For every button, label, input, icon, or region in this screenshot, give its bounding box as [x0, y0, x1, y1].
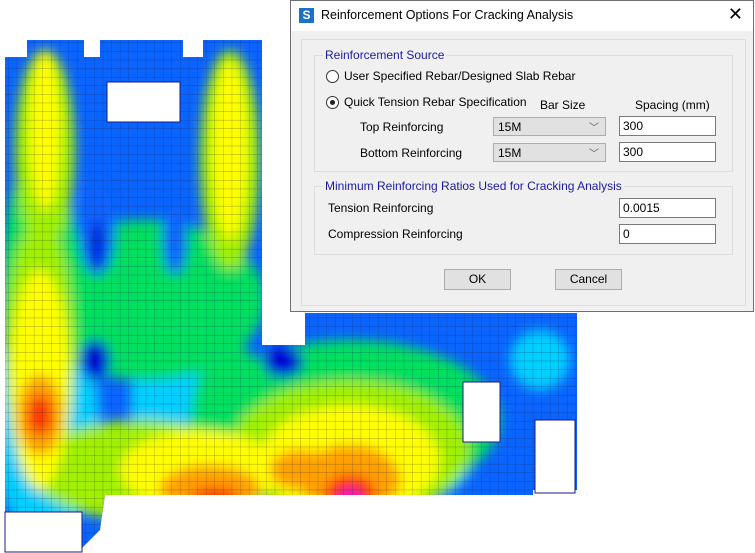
select-value: 15M: [498, 120, 522, 134]
tension-ratio-input[interactable]: 0.0015: [619, 198, 716, 218]
bottom-reinforcing-label: Bottom Reinforcing: [360, 146, 463, 160]
chevron-down-icon: ﹀: [589, 149, 599, 160]
radio-label[interactable]: Quick Tension Rebar Specification: [344, 95, 527, 109]
compression-ratio-input[interactable]: 0: [619, 224, 716, 244]
group-legend: Reinforcement Source: [323, 48, 447, 62]
chevron-down-icon: ﹀: [589, 123, 599, 134]
spacing-header: Spacing (mm): [635, 98, 710, 112]
radio-quick-tension[interactable]: [326, 96, 339, 109]
select-value: 15M: [498, 146, 522, 160]
cancel-button[interactable]: Cancel: [555, 269, 622, 290]
top-bar-size-select[interactable]: 15M ﹀: [493, 117, 606, 136]
app-icon: S: [299, 8, 314, 23]
bar-size-header: Bar Size: [540, 98, 586, 112]
radio-user-specified[interactable]: [326, 70, 339, 83]
dialog-titlebar: S Reinforcement Options For Cracking Ana…: [291, 1, 753, 31]
top-reinforcing-label: Top Reinforcing: [360, 120, 444, 134]
bottom-bar-size-select[interactable]: 15M ﹀: [493, 143, 606, 162]
dialog-title: Reinforcement Options For Cracking Analy…: [321, 8, 574, 22]
close-icon[interactable]: ✕: [727, 4, 743, 24]
opening: [106, 81, 181, 123]
top-spacing-input[interactable]: 300: [619, 116, 716, 136]
group-legend: Minimum Reinforcing Ratios Used for Crac…: [323, 179, 624, 193]
opening: [534, 419, 576, 494]
dialog-body: Reinforcement Source User Specified Reba…: [301, 39, 746, 306]
opening: [4, 511, 83, 553]
radio-label[interactable]: User Specified Rebar/Designed Slab Rebar: [344, 69, 576, 83]
compression-label: Compression Reinforcing: [328, 227, 463, 241]
bottom-spacing-input[interactable]: 300: [619, 142, 716, 162]
reinforcement-source-group: Reinforcement Source User Specified Reba…: [314, 48, 733, 172]
tension-label: Tension Reinforcing: [328, 201, 434, 215]
opening: [462, 381, 501, 443]
reinforcement-options-dialog: S Reinforcement Options For Cracking Ana…: [290, 0, 754, 312]
ok-button[interactable]: OK: [444, 269, 511, 290]
min-ratios-group: Minimum Reinforcing Ratios Used for Crac…: [314, 179, 733, 255]
